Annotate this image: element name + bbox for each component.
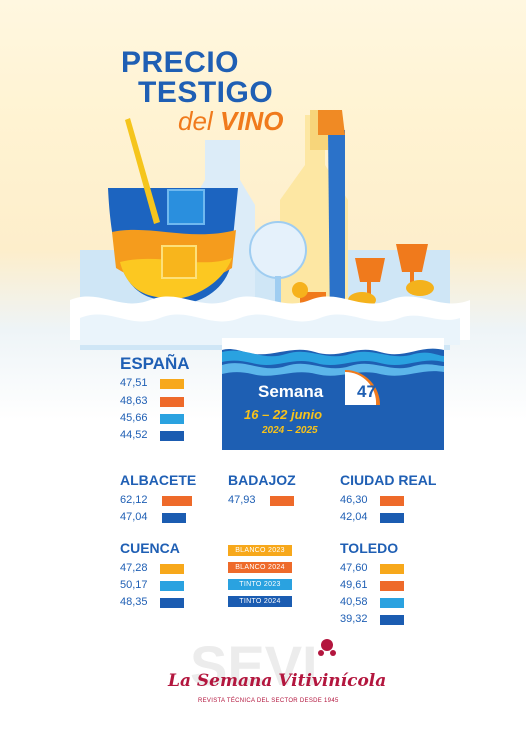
espana-row: 48,63 bbox=[120, 395, 200, 409]
bar-blanco-2023 bbox=[380, 564, 404, 574]
week-dates: 16 – 22 junio bbox=[244, 407, 323, 422]
bar-blanco-2024 bbox=[162, 496, 192, 506]
cuenca-row: 48,35 bbox=[120, 596, 210, 610]
title-line-1: PRECIO bbox=[121, 46, 240, 79]
bar-tinto-2023 bbox=[160, 414, 184, 424]
legend-blanco-2024: BLANCO 2024 bbox=[228, 562, 292, 573]
toledo-value: 49,61 bbox=[340, 579, 368, 591]
espana-row: 45,66 bbox=[120, 412, 200, 426]
albacete-row: 62,12 bbox=[120, 494, 210, 508]
badajoz-row: 47,93 bbox=[228, 494, 318, 508]
cuenca-value: 50,17 bbox=[120, 579, 148, 591]
legend-tinto-2023: TINTO 2023 bbox=[228, 579, 292, 590]
title-line-2: TESTIGO bbox=[138, 76, 274, 109]
toledo-value: 40,58 bbox=[340, 596, 368, 608]
bar-blanco-2024 bbox=[380, 581, 404, 591]
cuenca-value: 48,35 bbox=[120, 596, 148, 608]
bar-tinto-2024 bbox=[160, 431, 184, 441]
region-ciudad-real-title: CIUDAD REAL bbox=[340, 472, 437, 488]
ciudad-real-row: 42,04 bbox=[340, 511, 430, 525]
bar-tinto-2023 bbox=[380, 598, 404, 608]
legend-tinto-2024: TINTO 2024 bbox=[228, 596, 292, 607]
legend-blanco-2023: BLANCO 2023 bbox=[228, 545, 292, 556]
bar-tinto-2024 bbox=[380, 513, 404, 523]
bar-blanco-2023 bbox=[160, 379, 184, 389]
bar-tinto-2024 bbox=[162, 513, 186, 523]
region-badajoz-title: BADAJOZ bbox=[228, 472, 296, 488]
brand-logo: La Semana Vitivinícola bbox=[168, 671, 387, 691]
bar-blanco-2023 bbox=[160, 564, 184, 574]
toledo-row: 47,60 bbox=[340, 562, 430, 576]
espana-value: 48,63 bbox=[120, 395, 148, 407]
cuenca-row: 47,28 bbox=[120, 562, 210, 576]
bar-blanco-2024 bbox=[160, 397, 184, 407]
week-years: 2024 – 2025 bbox=[262, 425, 318, 436]
brand-watermark: SEVI bbox=[190, 635, 336, 695]
title-del: del bbox=[178, 106, 213, 136]
week-number: 47 bbox=[357, 382, 376, 401]
week-label: Semana bbox=[258, 382, 324, 401]
espana-value: 44,52 bbox=[120, 429, 148, 441]
cuenca-value: 47,28 bbox=[120, 562, 148, 574]
svg-text:SEVI: SEVI bbox=[190, 635, 318, 695]
espana-row: 47,51 bbox=[120, 377, 200, 391]
ciudad-real-row: 46,30 bbox=[340, 494, 430, 508]
region-albacete-title: ALBACETE bbox=[120, 472, 197, 488]
region-toledo-title: TOLEDO bbox=[340, 540, 399, 556]
toledo-row: 39,32 bbox=[340, 613, 430, 627]
region-cuenca-title: CUENCA bbox=[120, 540, 180, 556]
title-line-3: del VINO bbox=[178, 106, 284, 137]
wine-illustration bbox=[80, 110, 460, 450]
bar-blanco-2024 bbox=[380, 496, 404, 506]
bar-blanco-2024 bbox=[270, 496, 294, 506]
albacete-value: 62,12 bbox=[120, 494, 148, 506]
toledo-value: 39,32 bbox=[340, 613, 368, 625]
title-vino: VINO bbox=[219, 106, 284, 136]
espana-value: 45,66 bbox=[120, 412, 148, 424]
espana-value: 47,51 bbox=[120, 377, 148, 389]
bar-tinto-2024 bbox=[160, 598, 184, 608]
badajoz-value: 47,93 bbox=[228, 494, 256, 506]
albacete-row: 47,04 bbox=[120, 511, 210, 525]
albacete-value: 47,04 bbox=[120, 511, 148, 523]
cuenca-row: 50,17 bbox=[120, 579, 210, 593]
bar-tinto-2023 bbox=[160, 581, 184, 591]
toledo-value: 47,60 bbox=[340, 562, 368, 574]
espana-row: 44,52 bbox=[120, 429, 200, 443]
ciudad-real-value: 42,04 bbox=[340, 511, 368, 523]
ciudad-real-value: 46,30 bbox=[340, 494, 368, 506]
toledo-row: 49,61 bbox=[340, 579, 430, 593]
bar-tinto-2024 bbox=[380, 615, 404, 625]
brand-tagline: REVISTA TÉCNICA DEL SECTOR DESDE 1945 bbox=[198, 698, 339, 704]
region-espana-title: ESPAÑA bbox=[120, 354, 190, 373]
toledo-row: 40,58 bbox=[340, 596, 430, 610]
